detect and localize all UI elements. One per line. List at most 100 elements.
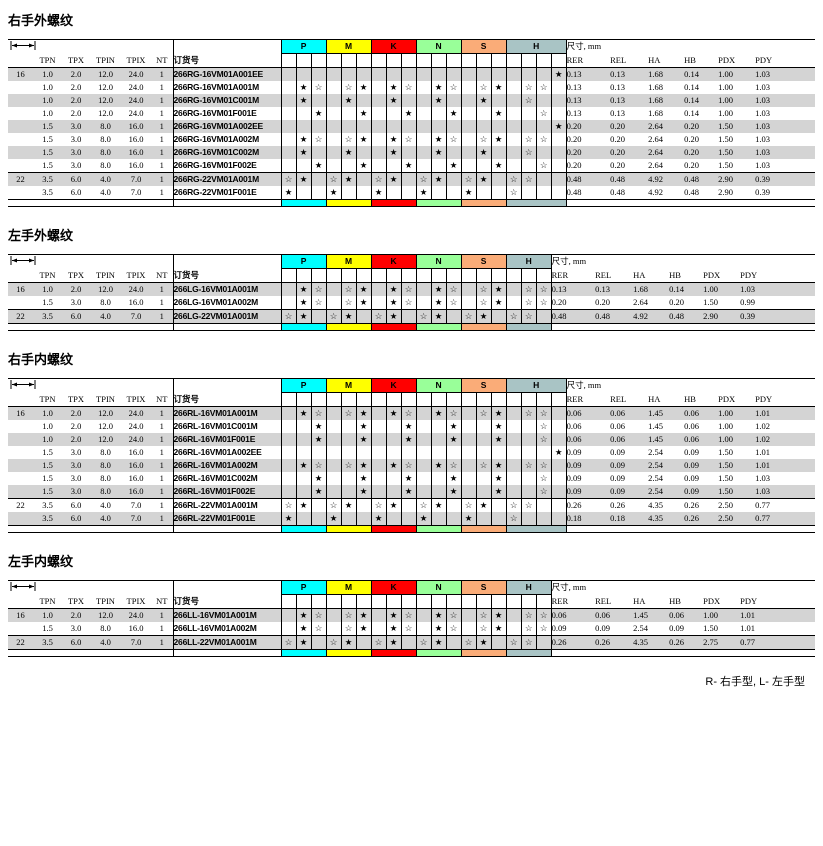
dim-value-pdy: 1.03 (755, 134, 771, 144)
grade-mark-cell-H: ☆ (520, 498, 537, 512)
dim-filler (795, 485, 816, 499)
col-size: 22 (8, 309, 33, 324)
grade-mark-cell-N (445, 186, 462, 200)
col-size (8, 133, 33, 146)
grade-cell-K-1020: 1020 (370, 392, 387, 407)
grade-mark-cell-N (415, 107, 432, 120)
grade-mark-cell-M: ☆ (325, 172, 342, 186)
col-tpix: 24.0 (121, 282, 151, 296)
grade-mark-cell-M: ★ (355, 133, 372, 146)
grade-mark-cell-N: ★ (430, 608, 447, 622)
col-tpix: 7.0 (121, 635, 151, 650)
grade-mark-cell-N (445, 146, 462, 159)
dim-filler (795, 67, 816, 81)
grade-mark-cell-S (490, 94, 507, 107)
grade-cell-K-1135: 1135 (400, 53, 417, 68)
col-tpix: 24.0 (128, 421, 144, 431)
dim-value-ha: 1.68 (648, 94, 685, 107)
grade-mark-cell-N (415, 296, 432, 310)
col-tpx: 3.0 (62, 485, 90, 499)
col-nt: 1 (151, 186, 174, 200)
grade-mark-cell-M (355, 67, 372, 81)
grade-cell-H-1020: 1020 (505, 392, 522, 407)
dim-label-rel: REL (595, 268, 634, 283)
dim-value-rer: 0.48 (551, 309, 596, 324)
material-band-N: N (415, 254, 462, 269)
grade-mark-cell-M (340, 472, 357, 485)
dim-value-pdy: 1.01 (740, 608, 781, 622)
grade-mark-cell-P: ★ (295, 172, 312, 186)
dim-value-pdy: 1.03 (755, 67, 796, 81)
dim-value-rel: 0.09 (610, 447, 626, 457)
dim-filler (780, 309, 816, 324)
grade-mark-cell-P (310, 146, 327, 159)
col-tpix: 24.0 (121, 67, 151, 81)
grade-mark-cell-P: ★ (295, 498, 312, 512)
grade-cell-H-7015: 7015 (550, 392, 567, 407)
grade-mark-cell-S (475, 120, 492, 133)
grade-mark-cell-M (325, 622, 342, 636)
col-tpn: 1.0 (33, 433, 62, 446)
dim-label-rer: RER (566, 53, 611, 68)
dim-value-rel: 0.48 (595, 309, 634, 324)
grade-mark-cell-P (295, 446, 312, 459)
grade-cell-M-1020: 1020 (325, 268, 342, 283)
grade-mark-cell-P (280, 94, 297, 107)
grade-mark-cell-N: ★ (430, 459, 447, 472)
grade-mark-cell-H (550, 159, 567, 173)
material-band-S: S (460, 39, 507, 54)
grade-mark-cell-S: ★ (490, 406, 507, 420)
size-column-label (8, 594, 33, 609)
col-tpx: 3.0 (62, 146, 90, 159)
grade-mark-cell-H (550, 459, 567, 472)
dim-value-pdx: 2.50 (718, 498, 756, 512)
grade-cell-P-1020: 1020 (280, 392, 297, 407)
header-band-row: P M K N S H 尺寸, mm (8, 39, 816, 54)
grade-mark-cell-S (475, 67, 492, 81)
dim-label-ha: HA (633, 594, 670, 609)
column-label-tpix: TPIX (121, 594, 151, 609)
grade-mark-cell-M: ☆ (340, 622, 357, 636)
strip-K (370, 649, 417, 657)
col-nt: 1 (159, 473, 164, 483)
col-tpix: 16.0 (128, 160, 144, 170)
col-tpn: 3.5 (33, 512, 62, 526)
material-band-S: S (460, 254, 507, 269)
col-tpn: 1.0 (42, 421, 53, 431)
col-size: 22 (8, 498, 33, 512)
dim-value-rer: 0.48 (566, 172, 611, 186)
grade-mark-cell-H (550, 498, 567, 512)
dim-value-pdx: 1.50 (718, 473, 734, 483)
col-tpix: 16.0 (128, 134, 144, 144)
col-size: 16 (8, 608, 33, 622)
col-tpn: 1.5 (42, 134, 53, 144)
grade-mark-cell-K (385, 67, 402, 81)
grade-mark-cell-S (490, 498, 507, 512)
col-size (8, 94, 33, 107)
col-tpx: 2.0 (62, 433, 90, 446)
grade-mark-cell-H (505, 133, 522, 146)
col-nt: 1 (151, 433, 174, 446)
dim-value-rel: 0.26 (610, 498, 649, 512)
grade-mark-cell-N: ★ (445, 433, 462, 446)
grade-mark-cell-K (400, 120, 417, 133)
grade-mark-cell-K (370, 608, 387, 622)
col-nt: 1 (151, 120, 174, 133)
grade-mark-cell-P (280, 120, 297, 133)
grade-mark-cell-N: ★ (430, 296, 447, 310)
grade-mark-cell-S (460, 485, 477, 499)
grade-mark-cell-H: ☆ (520, 459, 537, 472)
grade-mark-cell-N: ★ (430, 172, 447, 186)
order-number: 266RL-16VM01C001M (172, 420, 282, 433)
grade-mark-cell-N: ★ (430, 309, 447, 324)
grade-mark-cell-K: ★ (400, 433, 417, 446)
col-tpx: 2.0 (62, 406, 90, 420)
order-column-header-space (172, 39, 282, 54)
grade-mark-cell-H (550, 146, 567, 159)
col-tpin: 12.0 (98, 108, 113, 118)
grade-cell-M-1125: 1125 (340, 268, 357, 283)
strip-order (172, 323, 282, 331)
dim-filler (780, 296, 815, 310)
dim-value-pdx: 1.00 (718, 94, 756, 107)
